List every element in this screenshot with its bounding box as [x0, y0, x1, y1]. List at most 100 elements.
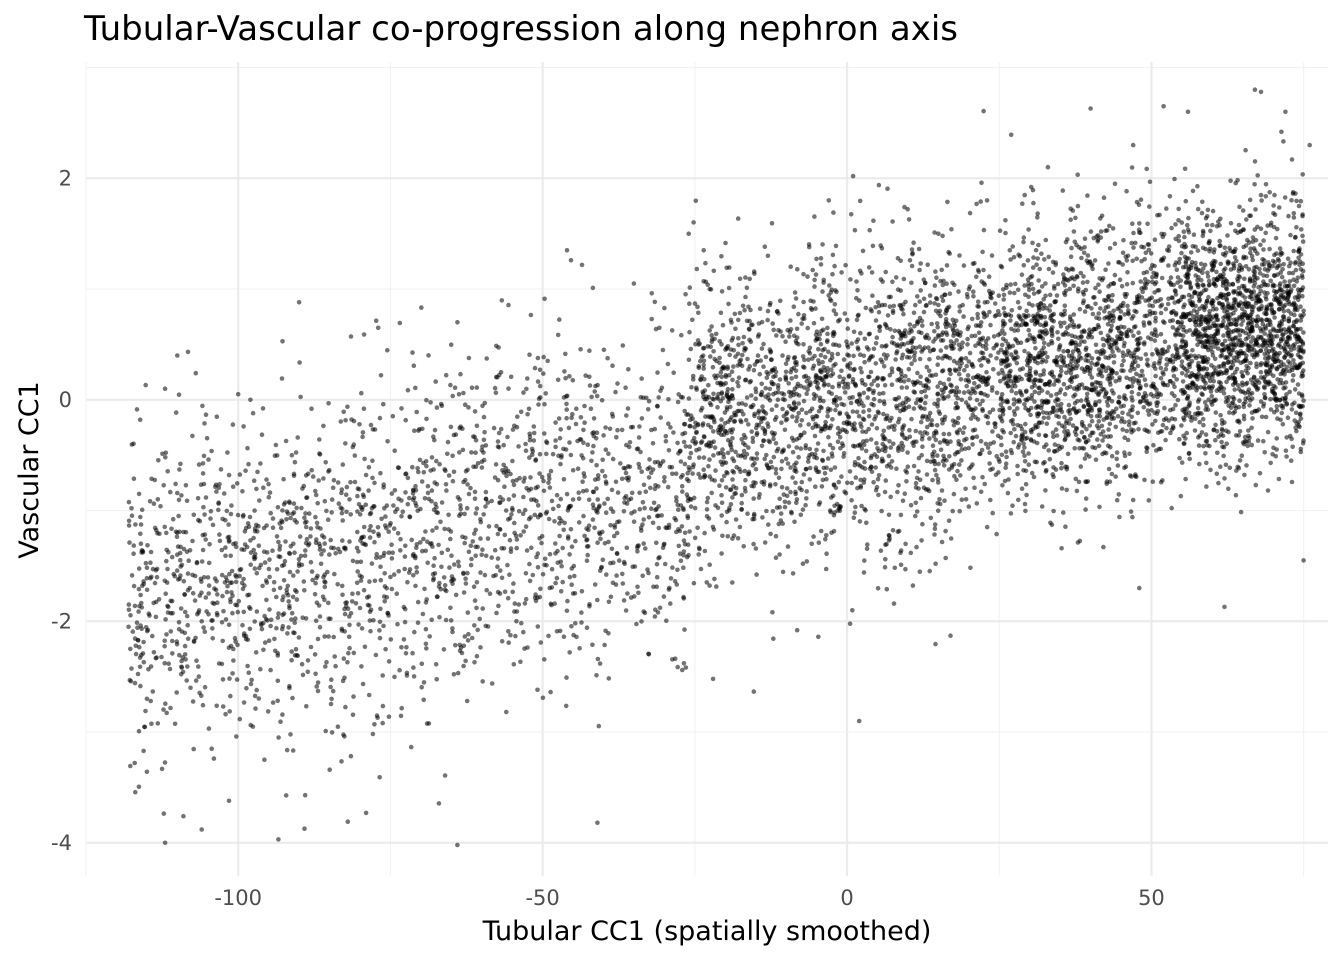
data-point: [859, 424, 864, 430]
data-point: [664, 525, 670, 531]
data-point: [917, 356, 923, 362]
data-point: [303, 616, 309, 621]
data-point: [760, 515, 765, 520]
data-point: [1136, 426, 1141, 432]
data-point: [166, 604, 171, 610]
data-point: [142, 724, 148, 730]
data-point: [176, 626, 182, 632]
data-point: [670, 471, 675, 477]
data-point: [1142, 477, 1147, 483]
data-point: [794, 326, 800, 332]
data-point: [906, 404, 912, 410]
data-point: [965, 342, 970, 347]
data-point: [581, 513, 586, 519]
data-point: [861, 570, 867, 575]
data-point: [474, 605, 479, 611]
data-point: [991, 367, 996, 372]
data-point: [563, 375, 568, 381]
data-point: [898, 332, 904, 338]
data-point: [528, 486, 534, 492]
data-point: [516, 508, 522, 514]
data-point: [463, 658, 468, 664]
data-point: [728, 439, 733, 445]
data-point: [190, 591, 196, 596]
data-point: [362, 456, 367, 462]
data-point: [450, 629, 455, 635]
data-point: [323, 664, 328, 669]
data-point: [981, 310, 986, 316]
data-point: [1149, 331, 1155, 336]
data-point: [643, 546, 648, 551]
data-point: [951, 358, 957, 364]
data-point: [494, 523, 499, 529]
data-point: [792, 290, 798, 295]
data-point: [829, 355, 835, 361]
data-point: [266, 638, 272, 643]
data-point: [901, 302, 906, 307]
data-point: [895, 489, 900, 495]
data-point: [743, 489, 748, 494]
data-point: [775, 446, 781, 452]
data-point: [1116, 348, 1121, 353]
data-point: [537, 451, 543, 457]
data-point: [148, 576, 153, 581]
data-point: [1169, 310, 1174, 315]
data-point: [856, 455, 861, 461]
data-point: [287, 569, 293, 575]
data-point: [733, 412, 739, 418]
data-point: [883, 269, 888, 275]
data-point: [749, 393, 754, 398]
data-point: [133, 651, 139, 657]
data-point: [1027, 369, 1033, 374]
data-point: [1006, 312, 1011, 317]
data-point: [794, 359, 799, 365]
data-point: [753, 389, 759, 395]
data-point: [824, 476, 829, 482]
data-point: [496, 430, 502, 436]
data-point: [203, 495, 209, 500]
data-point: [962, 367, 967, 373]
data-point: [905, 464, 911, 470]
data-point: [585, 442, 591, 448]
data-point: [595, 497, 601, 502]
data-point: [820, 359, 825, 365]
data-point: [350, 591, 355, 597]
data-point: [902, 491, 908, 497]
data-point: [922, 280, 928, 286]
data-point: [1035, 290, 1041, 295]
data-point: [510, 458, 515, 464]
data-point: [458, 506, 464, 512]
data-point: [413, 483, 418, 489]
data-point: [690, 464, 696, 470]
data-point: [879, 246, 885, 251]
data-point: [256, 543, 262, 548]
data-point: [292, 459, 298, 465]
data-point: [965, 373, 971, 378]
data-point: [944, 281, 949, 287]
data-point: [594, 462, 599, 468]
data-point: [990, 429, 995, 434]
data-point: [733, 326, 738, 332]
data-point: [939, 417, 945, 422]
data-point: [1144, 449, 1149, 455]
data-point: [1146, 320, 1152, 325]
data-point: [842, 311, 848, 316]
data-point: [203, 412, 209, 418]
data-point: [451, 672, 457, 677]
data-point: [1074, 374, 1080, 379]
data-point: [751, 269, 757, 274]
data-point: [240, 514, 246, 519]
data-point: [825, 406, 831, 412]
data-point: [578, 415, 584, 420]
data-point: [1010, 244, 1015, 249]
data-point: [979, 350, 984, 355]
data-point: [996, 293, 1002, 299]
data-point: [1009, 388, 1014, 394]
data-point: [262, 757, 267, 762]
data-point: [252, 566, 258, 571]
data-point: [715, 373, 720, 379]
data-point: [986, 359, 991, 365]
data-point: [164, 632, 169, 637]
data-point: [1111, 308, 1116, 314]
data-point: [360, 505, 365, 510]
